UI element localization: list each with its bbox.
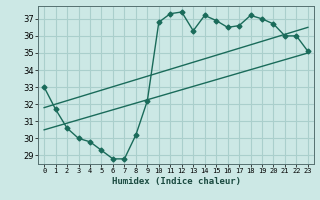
X-axis label: Humidex (Indice chaleur): Humidex (Indice chaleur) <box>111 177 241 186</box>
